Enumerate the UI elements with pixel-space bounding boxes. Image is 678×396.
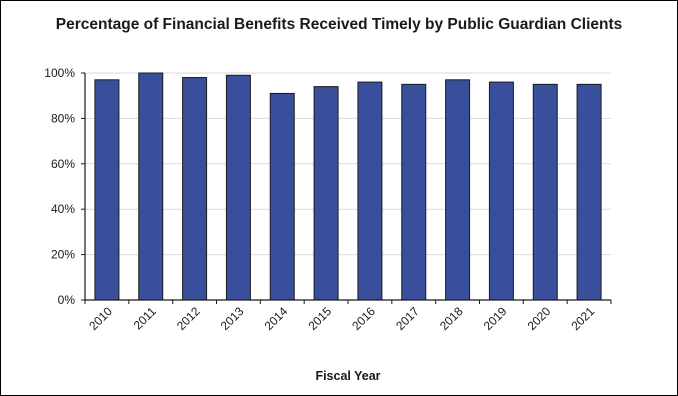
x-tick-label: 2018 (437, 304, 466, 333)
x-tick-label: 2021 (568, 304, 597, 333)
bar-2018 (445, 79, 471, 301)
bar-2012 (182, 77, 208, 301)
x-tick-label: 2020 (525, 304, 554, 333)
bar-2015 (313, 86, 339, 301)
bar-2016 (357, 81, 383, 301)
x-tick-label: 2016 (349, 304, 378, 333)
bar-2013 (225, 74, 251, 301)
bars (94, 72, 602, 301)
x-tick-labels: 2010 2011 2012 2013 2014 2015 2016 2017 2018 2019… (86, 304, 597, 333)
x-tick-label: 2012 (174, 304, 203, 333)
gridlines (85, 72, 611, 256)
bar-2014 (269, 92, 295, 301)
x-tick-label: 2014 (262, 304, 291, 333)
y-tick-label: 40% (51, 202, 75, 216)
y-tick-label: 20% (51, 248, 75, 262)
y-tick-label: 60% (51, 157, 75, 171)
chart-title: Percentage of Financial Benefits Receive… (55, 16, 623, 33)
bar-2011 (138, 72, 164, 301)
x-tick-label: 2017 (393, 304, 422, 333)
y-tick-label: 100% (44, 66, 75, 80)
x-tick-label: 2010 (86, 304, 115, 333)
bar-2020 (532, 83, 558, 301)
y-tick-label: 0% (58, 293, 76, 307)
x-tick-label: 2015 (305, 304, 334, 333)
x-tick-label: 2011 (131, 304, 159, 332)
x-tick-label: 2019 (481, 304, 510, 333)
bar-2017 (401, 83, 427, 301)
x-axis-title: Fiscal Year (315, 369, 380, 383)
bar-2021 (576, 83, 602, 301)
x-tick-label: 2013 (218, 304, 247, 333)
y-tick-labels: 0% 20% 40% 60% 80% 100% (44, 66, 75, 307)
bar-2010 (94, 79, 120, 301)
y-tick-label: 80% (51, 111, 75, 125)
axes (81, 72, 612, 304)
bar-2019 (488, 81, 514, 301)
